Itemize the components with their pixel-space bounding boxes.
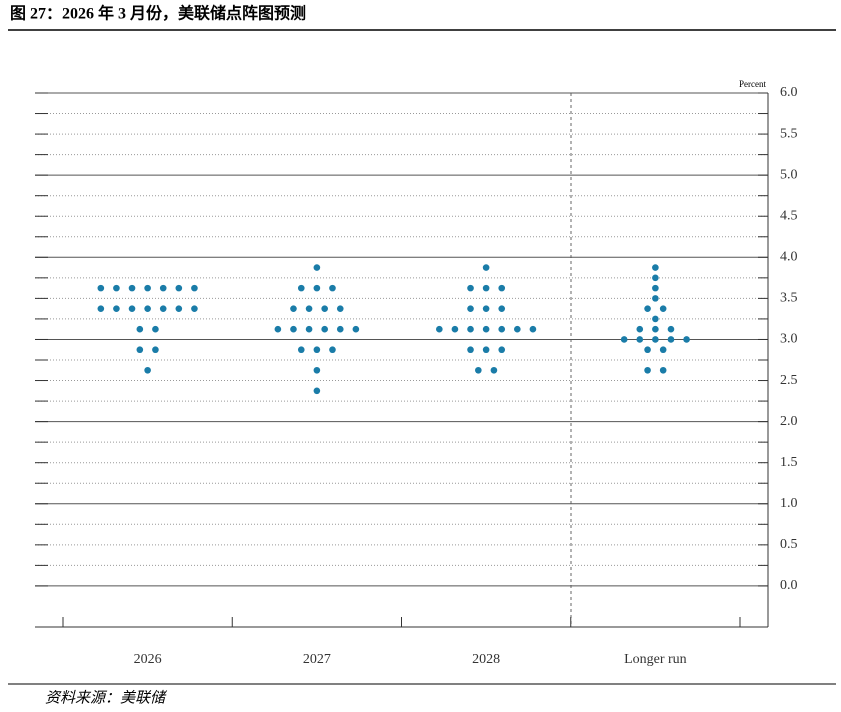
dot [336,305,344,312]
dot [659,366,667,374]
dot [136,325,144,333]
dot [667,336,675,343]
y-tick-label: 4.0 [780,250,798,265]
x-tick-label: 2027 [303,652,331,667]
y-tick-label: 6.0 [780,85,798,100]
dot [636,336,644,343]
dot [352,325,360,333]
dot [313,387,321,395]
dot [498,305,506,312]
dot [652,284,659,292]
dot [652,315,659,323]
dot [175,284,183,292]
y-tick-label: 2.0 [780,414,798,429]
dot [490,366,498,374]
dot [475,366,482,374]
y-tick-label: 5.0 [780,167,798,182]
dot [620,336,628,343]
dot [482,264,490,271]
x-tick-label: 2028 [472,652,500,667]
dot [136,346,144,354]
dot [529,325,537,333]
y-axis-label: Percent [739,79,766,89]
dot [144,284,151,292]
dot [652,264,659,271]
x-tick-label: Longer run [624,652,687,667]
y-tick-label: 1.0 [780,496,798,511]
dot [482,305,490,312]
dot [467,284,474,292]
dot [683,336,690,343]
dot [313,284,321,292]
source: 资料来源：美联储 [45,689,168,706]
dot [159,284,167,292]
y-tick-label: 0.0 [780,578,798,593]
y-tick-label: 0.5 [780,537,798,552]
y-tick-label: 1.5 [780,455,798,470]
dot [329,346,336,354]
dot [321,325,328,333]
dot [159,305,167,312]
dot [498,284,506,292]
dot [313,264,321,271]
dot [297,346,305,354]
dot [113,305,120,312]
dot [436,325,443,333]
dot [144,305,151,312]
dot [128,305,136,312]
dot [652,295,659,302]
dot [644,305,651,312]
dot [451,325,459,333]
dot [659,305,667,312]
dot [652,274,659,282]
dot [290,305,297,312]
dot [644,346,651,354]
dot [644,366,651,374]
dot [667,325,675,333]
chart-title: 图 27：2026 年 3 月份，美联储点阵图预测 [10,4,306,23]
dot [97,284,105,292]
dot [305,305,313,312]
dot [290,325,297,333]
dot [313,366,321,374]
dot [652,336,659,343]
dot [514,325,521,333]
dot [274,325,282,333]
dot [652,325,659,333]
dot [482,325,490,333]
y-tick-label: 3.0 [780,332,798,347]
dot [152,346,159,354]
dot [636,325,644,333]
dot [191,305,198,312]
dot [113,284,120,292]
dot [467,325,474,333]
y-tick-label: 3.5 [780,291,798,306]
dot [482,284,490,292]
y-tick-label: 5.5 [780,126,798,141]
dot [336,325,344,333]
dot [498,346,506,354]
y-tick-label: 2.5 [780,373,798,388]
dot [191,284,198,292]
x-tick-label: 2026 [134,652,162,667]
dot [329,284,336,292]
dot [175,305,183,312]
dot [128,284,136,292]
dot [498,325,506,333]
dot [97,305,105,312]
dot [144,366,151,374]
dot [313,346,321,354]
dot [297,284,305,292]
dot [152,325,159,333]
dot [467,346,474,354]
dot [305,325,313,333]
y-tick-label: 4.5 [780,208,798,223]
dot [482,346,490,354]
dot [659,346,667,354]
dot [467,305,474,312]
dot [321,305,328,312]
